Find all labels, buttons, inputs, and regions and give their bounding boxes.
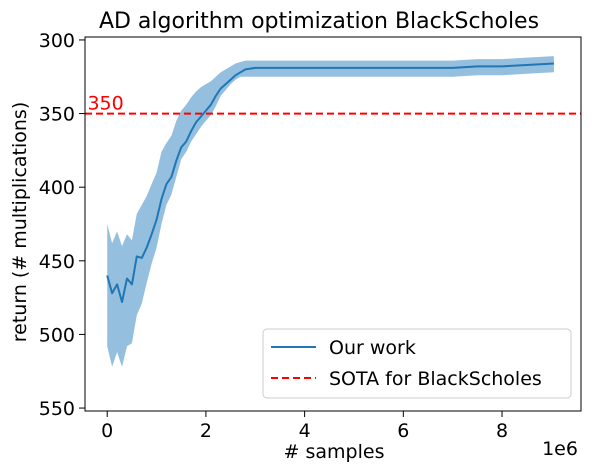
y-tick-label: 450 (39, 251, 75, 273)
axes-frame (84, 36, 582, 412)
axes: 0 2 4 6 8 300 350 400 450 500 550 (39, 30, 582, 442)
y-tick-label: 300 (39, 30, 75, 52)
legend: Our work SOTA for BlackScholes (262, 328, 572, 399)
chart-title: AD algorithm optimization BlackScholes (99, 9, 539, 34)
y-tick-label: 550 (39, 398, 75, 420)
x-tick-label: 8 (496, 420, 508, 442)
x-tick-label: 6 (397, 420, 409, 442)
y-tick-label: 500 (39, 324, 75, 346)
plot-area: 350 (85, 56, 581, 367)
legend-label-our-work: Our work (329, 337, 416, 359)
x-tick-label: 0 (101, 420, 113, 442)
y-axis-label: return (# multiplications) (9, 102, 31, 342)
legend-label-sota: SOTA for BlackScholes (329, 368, 542, 390)
legend-box (262, 328, 572, 399)
series-our-work-line (106, 62, 554, 303)
y-tick-label: 400 (39, 177, 75, 199)
x-tick-label: 2 (200, 420, 212, 442)
x-axis-offset-label: 1e6 (542, 438, 578, 460)
x-tick-label: 4 (299, 420, 311, 442)
annotation-0: 350 (87, 93, 123, 115)
y-tick-label: 350 (39, 104, 75, 126)
x-axis-label: # samples (284, 441, 385, 463)
plot-clipped-group (85, 56, 581, 367)
